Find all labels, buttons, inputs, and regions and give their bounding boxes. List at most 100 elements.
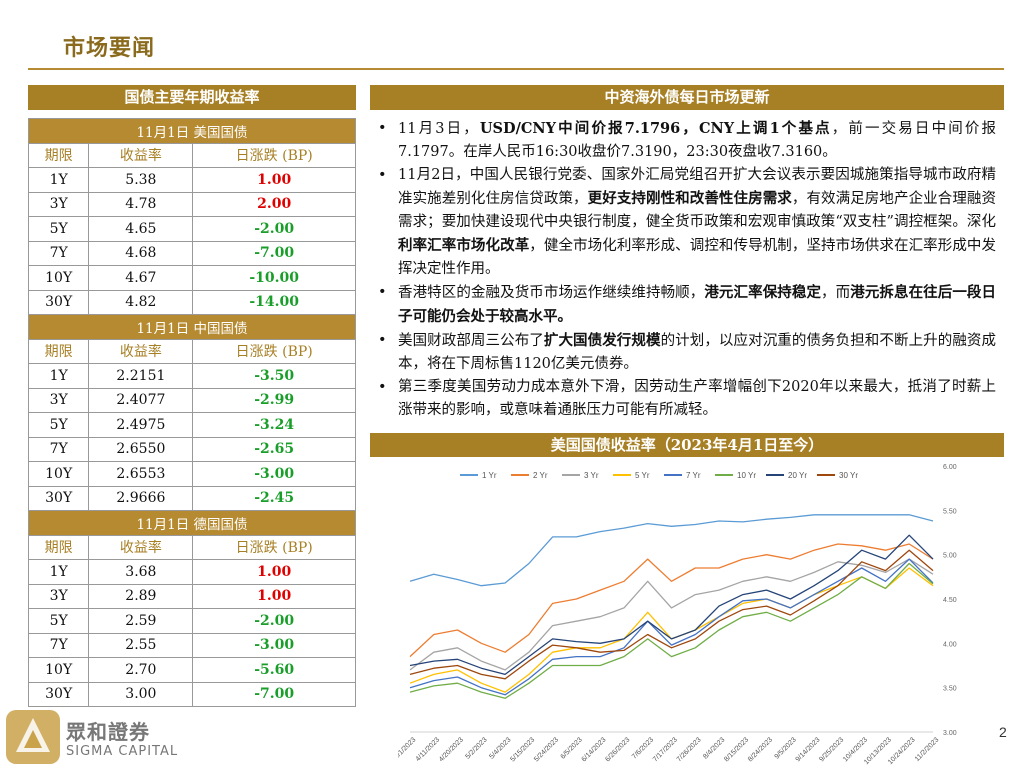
legend-label: 10 Yr <box>737 471 756 480</box>
table-cell-term: 10Y <box>27 265 90 291</box>
legend-label: 3 Yr <box>584 471 599 480</box>
table-section-title: 11月1日 美国国债 <box>28 118 356 144</box>
news-text: 11月3日， <box>398 121 480 137</box>
bullet-icon: • <box>378 284 387 300</box>
table-cell-term: 7Y <box>27 632 90 658</box>
news-item: • 11月3日，USD/CNY中间价报7.1796，CNY上调1个基点，前一交易日… <box>376 117 996 164</box>
table-row: 7Y 2.6550 -2.65 <box>27 436 356 462</box>
table-cell-yield: 4.78 <box>88 191 194 217</box>
table-cell-yield: 2.4077 <box>88 387 194 413</box>
table-cell-term: 3Y <box>27 387 90 413</box>
table-row: 10Y 2.70 -5.60 <box>27 657 356 683</box>
news-list: • 11月3日，USD/CNY中间价报7.1796，CNY上调1个基点，前一交易日… <box>376 117 996 422</box>
table-cell-yield: 2.2151 <box>88 363 194 389</box>
table-header-cell: 收益率 <box>88 534 194 560</box>
legend-label: 7 Yr <box>686 471 701 480</box>
chart-background <box>398 460 973 769</box>
table-cell-yield: 4.68 <box>88 240 194 266</box>
news-item: • 11月2日，中国人民银行党委、国家外汇局党组召开扩大会议表示要因城施策指导城市… <box>376 164 996 281</box>
table-cell-yield: 2.55 <box>88 632 194 658</box>
table-cell-yield: 4.67 <box>88 265 194 291</box>
brand-name-en: SIGMA CAPITAL <box>66 744 179 759</box>
table-row: 30Y 2.9666 -2.45 <box>27 485 356 511</box>
legend-label: 5 Yr <box>635 471 650 480</box>
bond-yield-table: 11月1日 美国国债 期限 收益率 日涨跌 (BP) 1Y 5.38 1.00 3Y 4.78 2… <box>27 118 356 707</box>
table-cell-yield: 3.68 <box>88 559 194 585</box>
y-tick-label: 6.00 <box>943 464 957 471</box>
y-tick-label: 3.00 <box>943 730 957 737</box>
table-row: 3Y 2.4077 -2.99 <box>27 387 356 413</box>
table-row: 10Y 2.6553 -3.00 <box>27 461 356 487</box>
title-divider <box>28 68 1004 70</box>
page-number: 2 <box>999 724 1007 740</box>
bullet-icon: • <box>378 332 387 348</box>
table-row: 7Y 4.68 -7.00 <box>27 240 356 266</box>
table-cell-change: -3.24 <box>192 412 356 438</box>
table-cell-term: 5Y <box>27 412 90 438</box>
table-cell-change: -2.00 <box>192 216 356 242</box>
table-row: 5Y 2.59 -2.00 <box>27 608 356 634</box>
table-cell-term: 7Y <box>27 240 90 266</box>
table-cell-change: -2.99 <box>192 387 356 413</box>
table-cell-change: -2.45 <box>192 485 356 511</box>
table-cell-term: 3Y <box>27 191 90 217</box>
legend-label: 2 Yr <box>533 471 548 480</box>
table-header-cell: 期限 <box>27 142 90 168</box>
chart-header: 美国国债收益率（2023年4月1日至今） <box>370 433 1004 457</box>
series-line-20-yr <box>409 534 934 676</box>
table-cell-term: 7Y <box>27 436 90 462</box>
table-row: 3Y 2.89 1.00 <box>27 583 356 609</box>
table-cell-change: 1.00 <box>192 583 356 609</box>
table-cell-change: -2.65 <box>192 436 356 462</box>
table-cell-change: -10.00 <box>192 265 356 291</box>
table-cell-term: 3Y <box>27 583 90 609</box>
y-tick-label: 5.50 <box>943 508 957 515</box>
y-tick-label: 4.50 <box>943 597 957 604</box>
table-row: 1Y 3.68 1.00 <box>27 559 356 585</box>
news-item: • 美国财政部周三公布了扩大国债发行规模的计划，以应对沉重的债务负担和不断上升的融… <box>376 329 996 376</box>
table-cell-yield: 4.65 <box>88 216 194 242</box>
table-cell-change: 1.00 <box>192 167 356 193</box>
page-title: 市场要闻 <box>63 35 156 61</box>
news-highlight: 港元拆息在往后一段日子可能仍会处于较高水平。 <box>398 284 997 325</box>
table-cell-change: -5.60 <box>192 657 356 683</box>
table-cell-term: 5Y <box>27 608 90 634</box>
table-header-cell: 日涨跌 (BP) <box>192 338 356 364</box>
line-chart-svg: 3.003.504.004.505.005.506.004/1/20234/11… <box>398 460 973 769</box>
news-highlight: 扩大国债发行规模 <box>543 332 661 349</box>
table-cell-term: 10Y <box>27 657 90 683</box>
y-tick-label: 4.00 <box>943 641 957 648</box>
table-cell-yield: 2.6550 <box>88 436 194 462</box>
news-highlight: 利率汇率市场化改革 <box>398 237 530 254</box>
table-cell-yield: 2.9666 <box>88 485 194 511</box>
series-line-10-yr <box>409 562 934 699</box>
table-row: 7Y 2.55 -3.00 <box>27 632 356 658</box>
table-cell-term: 1Y <box>27 167 90 193</box>
table-cell-change: -7.00 <box>192 240 356 266</box>
table-cell-yield: 2.6553 <box>88 461 194 487</box>
table-header-cell: 期限 <box>27 338 90 364</box>
bullet-icon: • <box>378 167 387 183</box>
table-row: 10Y 4.67 -10.00 <box>27 265 356 291</box>
table-row: 3Y 4.78 2.00 <box>27 191 356 217</box>
news-text: 的计划，以应对沉重的债务负担和不断上升的融资成本，将在下周标售1120亿美元债券… <box>398 333 997 372</box>
table-cell-change: 2.00 <box>192 191 356 217</box>
table-cell-change: 1.00 <box>192 559 356 585</box>
news-text: ，有效满足房地产企业合理融资需求；要加快建设现代中央银行制度，健全货币政策和宏观… <box>398 191 997 230</box>
table-cell-change: -2.00 <box>192 608 356 634</box>
table-row: 5Y 4.65 -2.00 <box>27 216 356 242</box>
table-cell-change: -14.00 <box>192 289 356 315</box>
table-header-cell: 收益率 <box>88 338 194 364</box>
table-cell-change: -3.50 <box>192 363 356 389</box>
table-cell-yield: 2.89 <box>88 583 194 609</box>
table-cell-term: 1Y <box>27 363 90 389</box>
series-line-1-yr <box>409 514 934 587</box>
table-header-cell: 日涨跌 (BP) <box>192 142 356 168</box>
brand-name-cn: 眾和證券 <box>66 720 150 744</box>
news-item: • 香港特区的金融及货币市场运作继续维持畅顺，港元汇率保持稳定，而港元拆息在往后一… <box>376 281 996 329</box>
table-header-cell: 日涨跌 (BP) <box>192 534 356 560</box>
news-highlight: 港元汇率保持稳定 <box>704 284 822 301</box>
table-cell-yield: 3.00 <box>88 681 194 707</box>
series-line-2-yr <box>409 543 934 658</box>
series-line-30-yr <box>409 549 934 680</box>
